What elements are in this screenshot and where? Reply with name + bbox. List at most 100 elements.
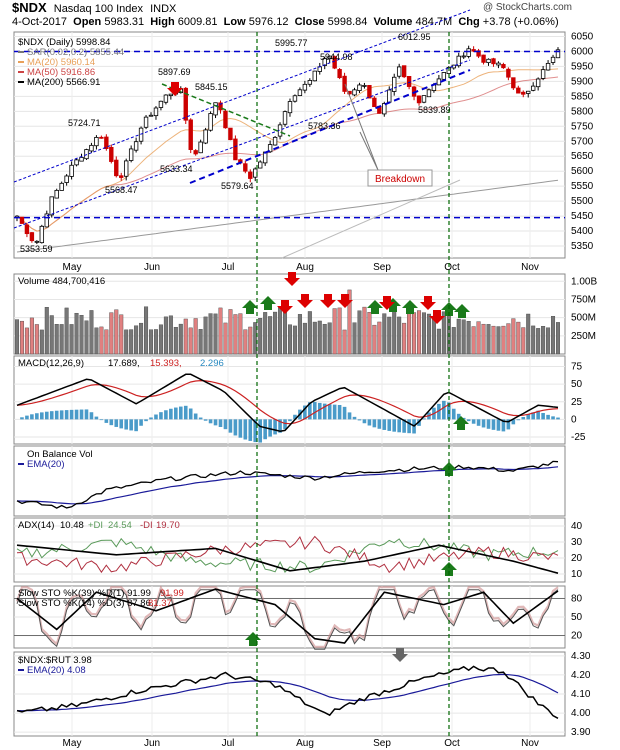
adx-buy-arrow [441,562,457,576]
volume-bar [64,307,69,355]
volume-sell-arrow [337,294,353,308]
volume-bar [283,309,288,355]
volume-bar [556,322,561,355]
x-month-label: Jul [222,262,235,273]
price-candle-body [347,90,352,95]
macd-histogram-bar [293,414,297,420]
price-candle-body [342,75,347,92]
volume-bar [402,322,407,355]
volume-sell-arrow [379,296,395,310]
ma50-line [16,76,559,232]
volume-bar [139,322,144,355]
obv-legend: On Balance Vol [27,449,93,460]
volume-bar [114,309,119,355]
volume-buy-arrow [385,298,401,312]
macd-histogram-bar [139,419,143,426]
macd-histogram-bar [208,419,213,424]
price-point-label: 5897.69 [158,67,191,77]
price-candle-body [357,84,362,92]
volume-bar [243,329,248,355]
macd-histogram-bar [506,419,511,430]
price-legend-item: MA(20) 5960.14 [27,57,95,68]
volume-bar [44,307,49,355]
price-candle-body [198,141,203,154]
volume-bar [337,307,342,355]
price-candle-body [258,161,263,169]
price-candle-body [168,93,174,96]
price-panel-tick-label: 5800 [571,106,594,117]
breakdown-label: Breakdown [375,174,425,185]
price-candle-body [521,91,526,95]
macd-line [16,373,559,432]
price-candle-body [307,80,313,85]
volume-bar [317,320,322,355]
price-candle-body [94,137,99,147]
price-candle-body [24,224,30,235]
macd-histogram-bar [124,419,128,430]
macd-histogram-bar [427,412,431,420]
price-candle-body [193,150,198,155]
volume-bar [144,306,149,355]
volume-bar [89,310,94,355]
macd-histogram-bar [283,419,287,430]
macd-histogram-bar [327,404,332,420]
macd-panel-tick-label: 0 [571,414,577,425]
volume-value: 484.7M [415,16,453,28]
macd-histogram-bar [531,412,535,420]
volume-bar [24,327,29,355]
volume-panel-frame [13,273,566,355]
volume-bar [362,306,367,355]
volume-buy-arrow [367,300,383,314]
volume-bar [471,326,476,355]
price-candle-body [491,58,496,65]
volume-bar [248,326,253,355]
volume-tick-label: 1.00B [571,276,597,287]
symbol: $NDX [12,0,47,15]
macd-histogram-bar [74,409,79,420]
volume-bar [163,316,168,355]
price-candle-body [153,107,159,117]
x-month-label: Sep [373,262,391,273]
macd-histogram-bar [526,414,531,420]
macd-histogram-bar [30,414,34,420]
low-label: Low [223,16,246,28]
volume-bar [153,329,158,355]
volume-bar [119,314,124,355]
macd-legend-label: MACD(12,26,9) [18,358,84,369]
price-point-label: 5633.34 [160,164,193,174]
chg-value: +3.78 (+0.06%) [482,16,559,28]
ratio-tick-label: 4.10 [571,689,591,700]
price-candle-body [89,144,94,152]
volume-bar [506,323,511,355]
volume-bar [54,324,59,355]
x-month-label-bottom: Jul [222,738,235,749]
stochastic-panel-tick-label: 50 [571,612,583,623]
volume-sell-arrow [297,294,313,308]
volume-bar [49,315,54,355]
macd-histogram-bar [432,407,436,420]
volume-bar [74,312,79,355]
price-candle-body [441,72,447,80]
volume-bar [59,324,64,355]
obv-ema-legend: EMA(20) [27,459,64,470]
ratio-legend: $NDX:$RUT 3.98 [18,655,92,666]
volume-bar [421,312,426,355]
macd-histogram-bar [144,419,148,422]
price-candle-body [223,110,228,129]
macd-histogram-bar [511,419,516,425]
price-candle-body [248,171,253,179]
macd-histogram-bar [496,419,501,431]
ratio-tick-label: 3.90 [571,727,591,738]
ma20-line [16,68,559,232]
price-candle-body [555,49,561,59]
index-name: Nasdaq 100 Index [53,3,144,15]
volume-bar [461,319,466,355]
volume-bar [387,316,392,355]
price-candle-body [74,159,79,166]
volume-bar [158,324,163,355]
obv-buy-arrow [441,462,457,476]
volume-bar [551,316,556,355]
price-candle-body [282,111,288,125]
stochastic-panel-tick-label: 80 [571,593,583,604]
macd-histogram-bar [447,402,451,420]
